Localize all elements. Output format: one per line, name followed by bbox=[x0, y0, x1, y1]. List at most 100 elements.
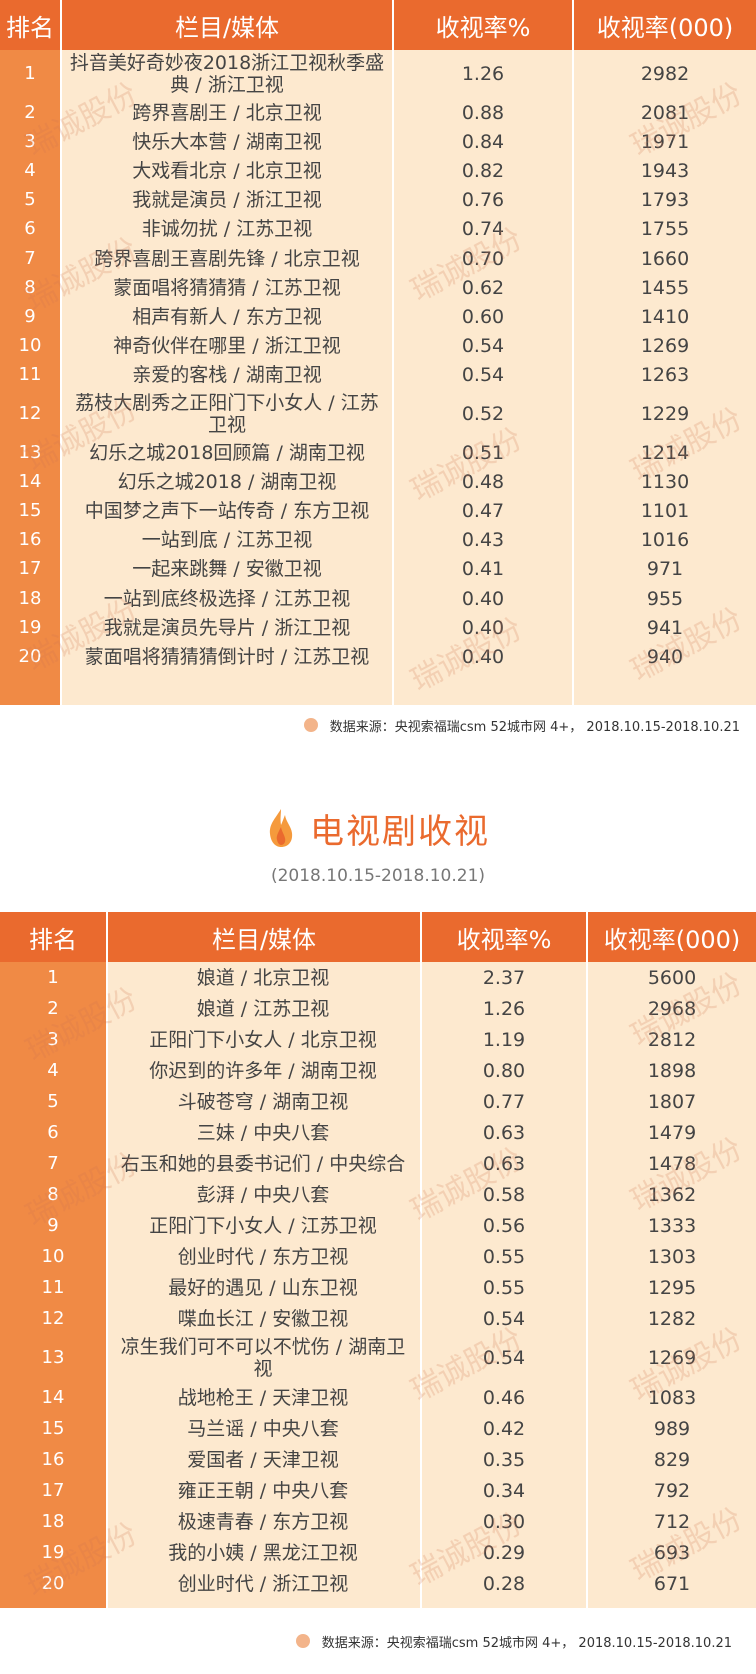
table-row: 10 神奇伙伴在哪里 / 浙江卫视 0.54 1269 bbox=[0, 332, 756, 361]
audience-cell: 989 bbox=[653, 1417, 691, 1440]
audience-cell: 1269 bbox=[640, 335, 690, 358]
table-row: 14 战地枪王 / 天津卫视 0.46 1083 bbox=[0, 1382, 756, 1413]
rate-cell: 0.74 bbox=[461, 218, 505, 241]
table-row: 20 创业时代 / 浙江卫视 0.28 671 bbox=[0, 1568, 756, 1599]
audience-cell: 1362 bbox=[647, 1183, 697, 1206]
program-cell: 正阳门下小女人 / 江苏卫视 bbox=[149, 1214, 377, 1237]
header-rate: 收视率% bbox=[435, 13, 531, 42]
table-header: 排名 栏目/媒体 收视率% 收视率(000) bbox=[0, 912, 756, 962]
rate-cell: 0.62 bbox=[461, 276, 505, 299]
rank-cell: 7 bbox=[24, 247, 36, 269]
rank-cell: 15 bbox=[18, 499, 42, 521]
rank-cell: 2 bbox=[24, 101, 36, 123]
source-note: 数据来源：央视索福瑞csm 52城市网 4+， 2018.10.15-2018.… bbox=[0, 710, 756, 740]
rate-cell: 0.54 bbox=[461, 364, 505, 387]
audience-cell: 941 bbox=[646, 616, 684, 639]
variety-ratings-table: 排名 栏目/媒体 收视率% 收视率(000) 1 抖音美好奇妙夜2018浙江卫视秋… bbox=[0, 0, 756, 705]
program-cell: 蒙面唱将猜猜猜倒计时 / 江苏卫视 bbox=[84, 645, 370, 668]
table-row: 7 跨界喜剧王喜剧先锋 / 北京卫视 0.70 1660 bbox=[0, 244, 756, 273]
table-row: 4 大戏看北京 / 北京卫视 0.82 1943 bbox=[0, 156, 756, 185]
table-row: 17 一起来跳舞 / 安徽卫视 0.41 971 bbox=[0, 555, 756, 584]
program-cell: 中国梦之声下一站传奇 / 东方卫视 bbox=[84, 499, 370, 522]
rate-cell: 0.48 bbox=[461, 470, 505, 493]
rank-cell: 8 bbox=[47, 1183, 59, 1205]
rank-cell: 19 bbox=[41, 1541, 65, 1563]
program-cell: 蒙面唱将猜猜猜 / 江苏卫视 bbox=[113, 276, 341, 299]
rank-cell: 4 bbox=[24, 159, 36, 181]
header-audience: 收视率(000) bbox=[596, 13, 734, 42]
audience-cell: 1410 bbox=[640, 305, 690, 328]
audience-cell: 829 bbox=[653, 1448, 691, 1471]
audience-cell: 1479 bbox=[647, 1121, 697, 1144]
drama-ratings-table: 排名 栏目/媒体 收视率% 收视率(000) 1 娘道 / 北京卫视 2.37 560… bbox=[0, 912, 756, 1608]
rate-cell: 0.40 bbox=[461, 645, 505, 668]
audience-cell: 1016 bbox=[640, 529, 690, 552]
rank-cell: 12 bbox=[18, 403, 42, 424]
rate-cell: 0.34 bbox=[482, 1479, 526, 1502]
rate-cell: 0.40 bbox=[461, 587, 505, 610]
rank-cell: 1 bbox=[47, 966, 59, 988]
rank-cell: 5 bbox=[47, 1090, 59, 1112]
rank-column bbox=[0, 50, 60, 705]
program-cell: 幻乐之城2018回顾篇 / 湖南卫视 bbox=[89, 441, 365, 464]
rank-cell: 1 bbox=[24, 63, 36, 84]
table-row: 9 正阳门下小女人 / 江苏卫视 0.56 1333 bbox=[0, 1210, 756, 1241]
audience-cell: 1269 bbox=[647, 1347, 697, 1369]
rate-cell: 0.60 bbox=[461, 305, 505, 328]
rank-cell: 13 bbox=[41, 1347, 65, 1368]
table-header: 排名 栏目/媒体 收视率% 收视率(000) bbox=[0, 0, 756, 50]
table-row: 15 马兰谣 / 中央八套 0.42 989 bbox=[0, 1413, 756, 1444]
program-cell: 娘道 / 北京卫视 bbox=[196, 966, 330, 989]
audience-cell: 792 bbox=[653, 1479, 691, 1502]
rank-cell: 20 bbox=[18, 645, 42, 667]
rate-cell: 0.54 bbox=[461, 335, 505, 358]
column-divider bbox=[572, 0, 574, 705]
header-rank: 排名 bbox=[29, 925, 77, 954]
program-cell: 创业时代 / 浙江卫视 bbox=[177, 1572, 349, 1595]
rank-cell: 5 bbox=[24, 189, 36, 211]
program-cell: 快乐大本营 / 湖南卫视 bbox=[132, 130, 322, 153]
program-cell: 抖音美好奇妙夜2018浙江卫视秋季盛典 / 浙江卫视 bbox=[69, 52, 385, 96]
rank-cell: 2 bbox=[47, 997, 59, 1019]
program-cell: 凉生我们可不可以不忧伤 / 湖南卫视 bbox=[120, 1336, 406, 1380]
source-text: 数据来源：央视索福瑞csm 52城市网 4+， 2018.10.15-2018.… bbox=[321, 1635, 732, 1651]
program-cell: 我就是演员先导片 / 浙江卫视 bbox=[103, 616, 351, 639]
rate-cell: 0.46 bbox=[482, 1386, 526, 1409]
program-cell: 三妹 / 中央八套 bbox=[196, 1121, 330, 1144]
table-row: 8 彭湃 / 中央八套 0.58 1362 bbox=[0, 1179, 756, 1210]
rank-cell: 3 bbox=[47, 1028, 59, 1050]
audience-cell: 940 bbox=[646, 645, 684, 668]
audience-cell: 955 bbox=[646, 587, 684, 610]
table-row: 8 蒙面唱将猜猜猜 / 江苏卫视 0.62 1455 bbox=[0, 273, 756, 302]
program-cell: 一起来跳舞 / 安徽卫视 bbox=[132, 558, 322, 581]
table-row: 15 中国梦之声下一站传奇 / 东方卫视 0.47 1101 bbox=[0, 496, 756, 525]
rate-cell: 0.51 bbox=[461, 441, 505, 464]
table-row: 1 抖音美好奇妙夜2018浙江卫视秋季盛典 / 浙江卫视 1.26 2982 bbox=[0, 50, 756, 98]
rate-cell: 1.26 bbox=[482, 997, 526, 1020]
rank-cell: 7 bbox=[47, 1152, 59, 1174]
rate-cell: 0.84 bbox=[461, 130, 505, 153]
audience-cell: 1214 bbox=[640, 441, 690, 464]
header-rank: 排名 bbox=[6, 13, 54, 42]
table-row: 5 斗破苍穹 / 湖南卫视 0.77 1807 bbox=[0, 1086, 756, 1117]
table-row: 19 我的小姨 / 黑龙江卫视 0.29 693 bbox=[0, 1537, 756, 1568]
rank-column bbox=[0, 962, 106, 1608]
audience-cell: 2968 bbox=[647, 997, 697, 1020]
audience-cell: 2081 bbox=[640, 101, 690, 124]
program-cell: 创业时代 / 东方卫视 bbox=[177, 1245, 349, 1268]
table-row: 2 娘道 / 江苏卫视 1.26 2968 bbox=[0, 993, 756, 1024]
audience-cell: 1282 bbox=[647, 1307, 697, 1330]
table-row: 9 相声有新人 / 东方卫视 0.60 1410 bbox=[0, 302, 756, 331]
rank-cell: 8 bbox=[24, 276, 36, 298]
table-row: 16 爱国者 / 天津卫视 0.35 829 bbox=[0, 1444, 756, 1475]
rate-cell: 0.70 bbox=[461, 247, 505, 270]
rate-cell: 0.41 bbox=[461, 558, 505, 581]
table-row: 1 娘道 / 北京卫视 2.37 5600 bbox=[0, 962, 756, 993]
program-cell: 相声有新人 / 东方卫视 bbox=[132, 305, 322, 328]
table-row: 3 快乐大本营 / 湖南卫视 0.84 1971 bbox=[0, 127, 756, 156]
rate-cell: 0.77 bbox=[482, 1090, 526, 1113]
program-cell: 雍正王朝 / 中央八套 bbox=[177, 1479, 349, 1502]
column-divider bbox=[586, 912, 588, 1608]
audience-cell: 1807 bbox=[647, 1090, 697, 1113]
audience-cell: 1971 bbox=[640, 130, 690, 153]
